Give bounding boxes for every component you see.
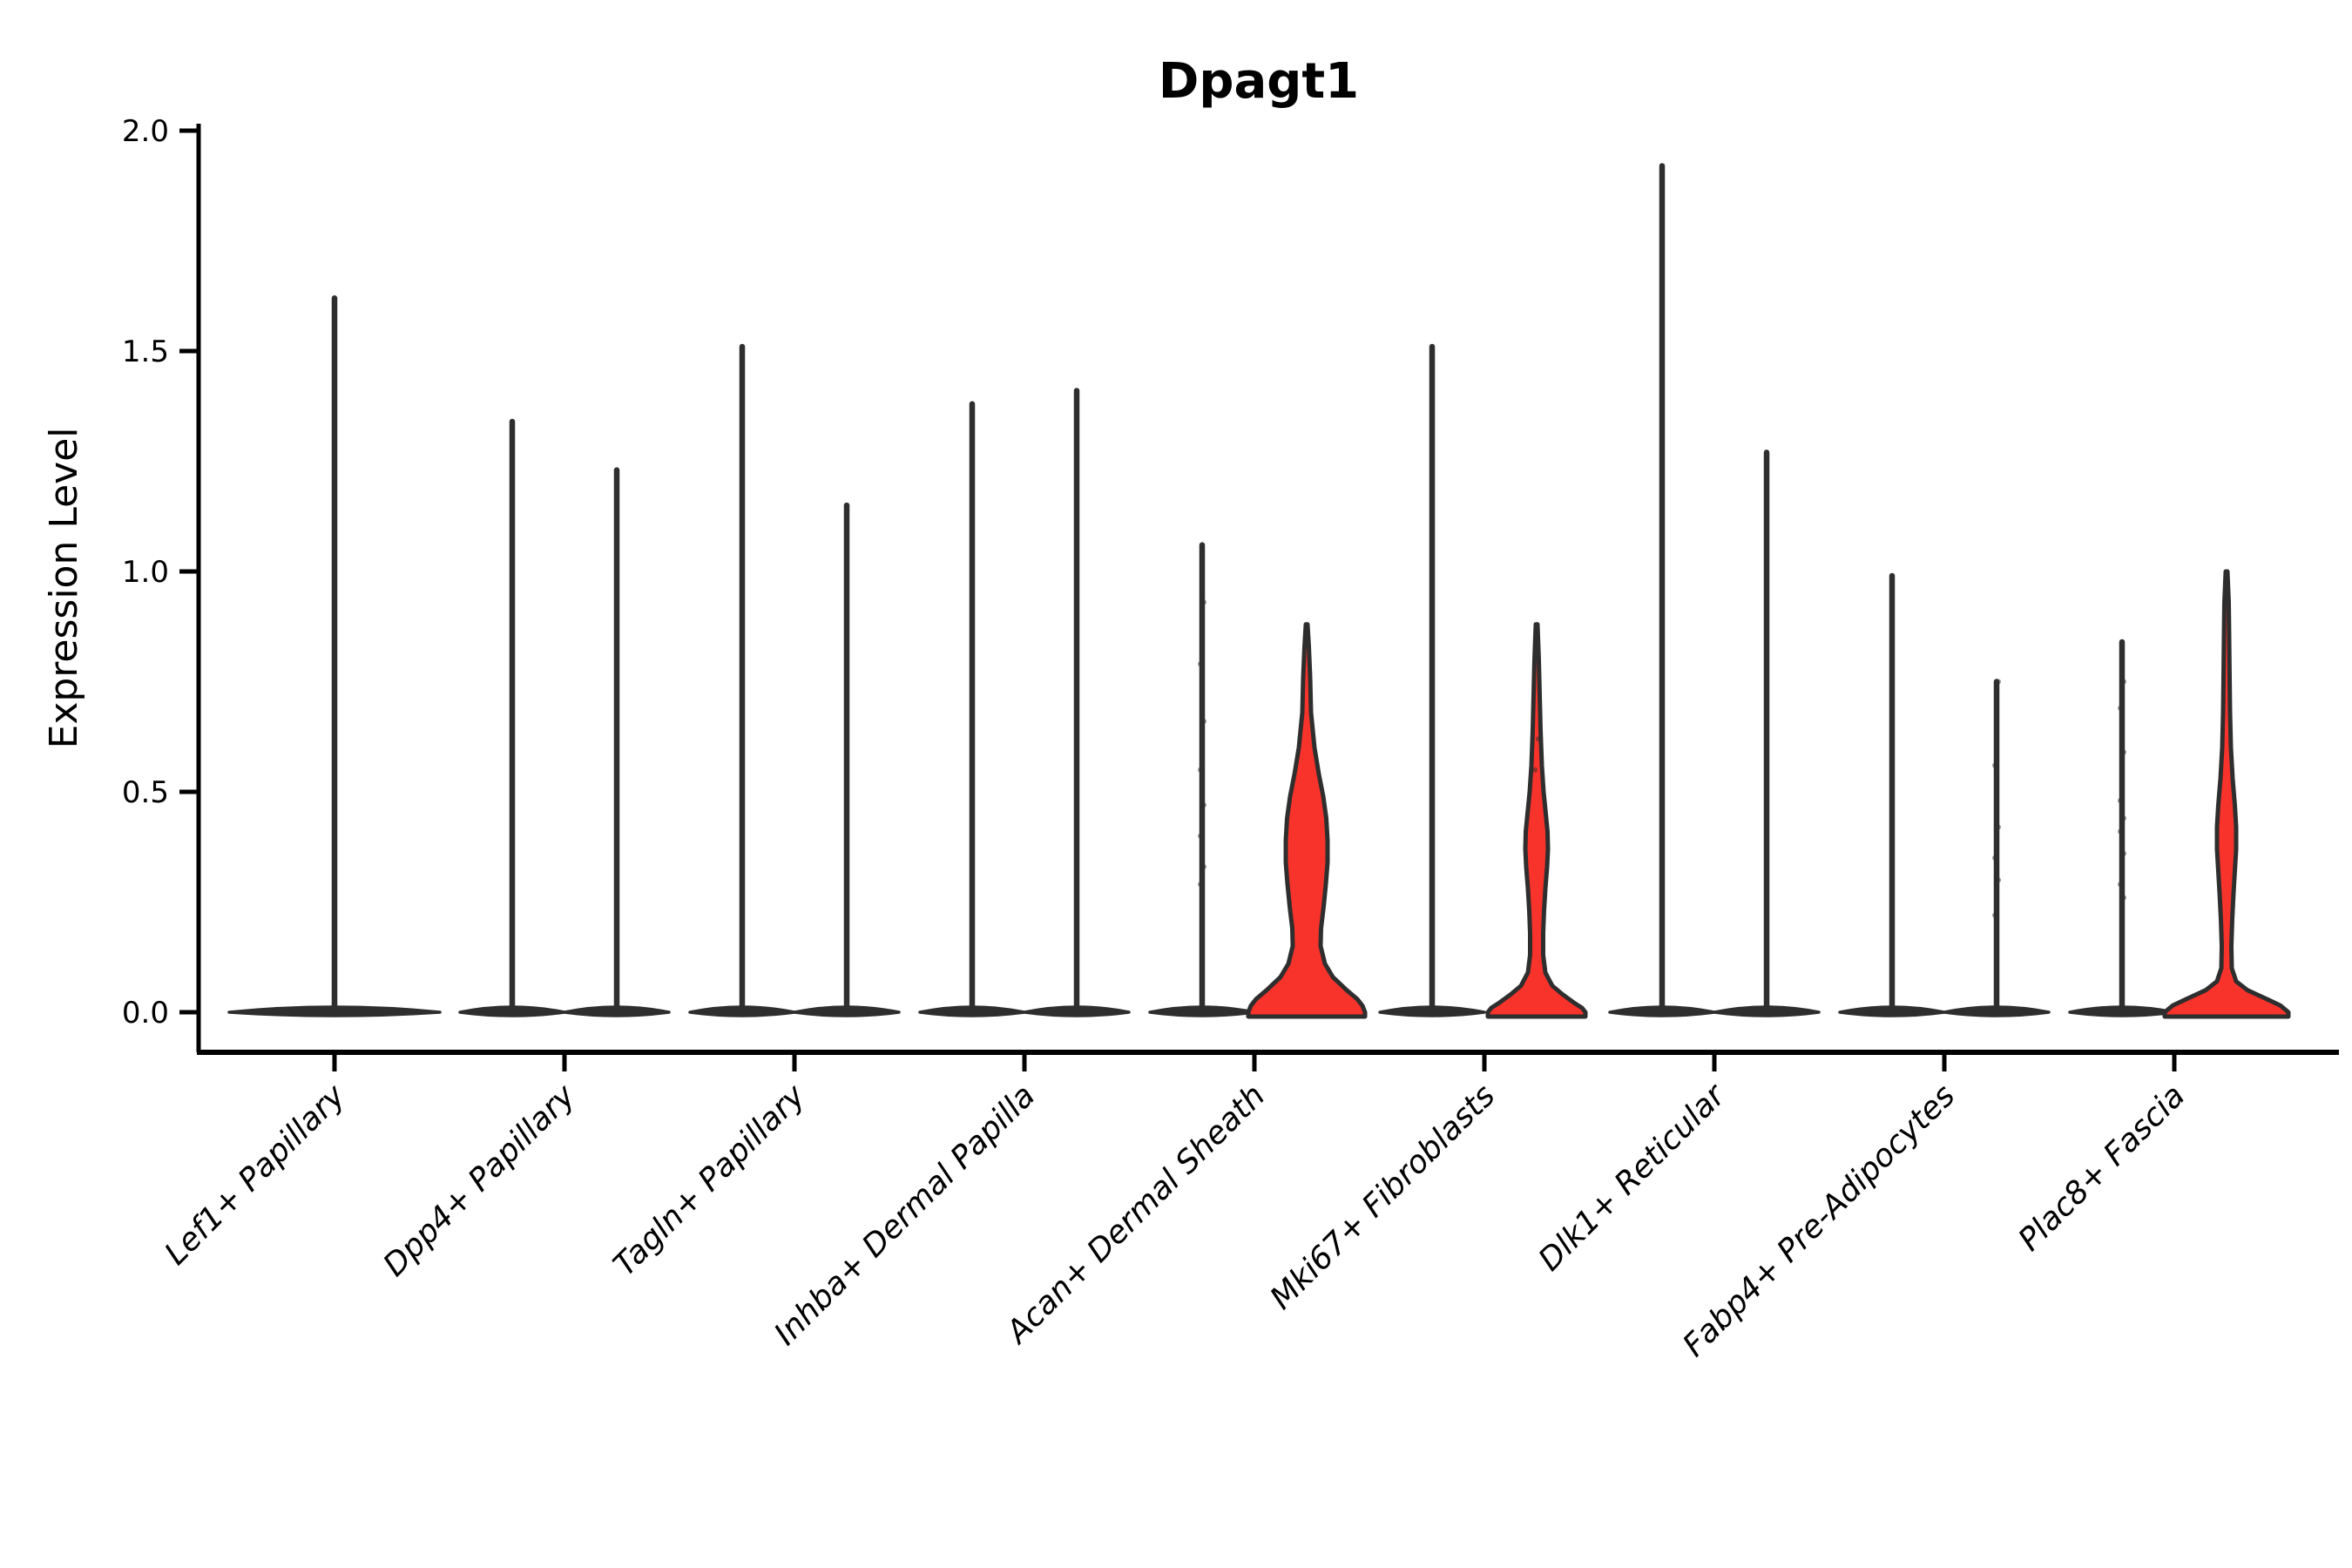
y-tick-label: 1.5 (122, 335, 169, 369)
jitter-dot (2118, 705, 2123, 711)
x-tick-label: Fabp4+ Pre-Adipocytes (1676, 1078, 1962, 1363)
x-tick-label: Acan+ Dermal Sheath (998, 1078, 1272, 1351)
violin-base (1943, 1005, 2051, 1017)
jitter-dot (2118, 882, 2123, 888)
y-tick-label: 2.0 (122, 114, 169, 149)
x-tick-label: Plac8+ Fascia (2012, 1078, 2193, 1258)
x-tick-label: Inhba+ Dermal Papilla (767, 1078, 1042, 1352)
x-tick-label: Tagln+ Papillary (607, 1078, 813, 1283)
jitter-dot (1532, 767, 1538, 773)
x-tick-label: Mki67+ Fibroblasts (1264, 1078, 1503, 1316)
jitter-dot (1992, 855, 1997, 861)
jitter-dot (2121, 895, 2126, 901)
violin-base (227, 1005, 442, 1017)
jitter-dot (2121, 815, 2126, 821)
x-tick-label: Dlk1+ Reticular (1532, 1077, 1734, 1278)
jitter-dot (1996, 824, 2001, 830)
jitter-dot (1201, 802, 1206, 808)
jitter-dot (1198, 882, 1203, 888)
x-tick-label: Lef1+ Papillary (158, 1078, 352, 1272)
y-axis-label: Expression Level (42, 428, 86, 749)
violin-base (1378, 1005, 1486, 1017)
violin-body-red (1485, 622, 1588, 1019)
violin-base (1713, 1005, 1821, 1017)
jitter-dot (1536, 736, 1541, 742)
violin-base (793, 1005, 901, 1017)
jitter-dot (2121, 850, 2126, 856)
y-tick-label: 0.0 (122, 996, 169, 1031)
jitter-dot (1198, 661, 1203, 667)
y-tick-label: 1.0 (122, 555, 169, 590)
jitter-dot (1201, 599, 1206, 605)
plot-title: Dpagt1 (1159, 53, 1359, 110)
y-tick-label: 0.5 (122, 775, 169, 810)
jitter-dot (1992, 762, 1997, 768)
jitter-dot (1996, 877, 2001, 883)
jitter-dot (1992, 912, 1997, 918)
jitter-dot (2121, 749, 2126, 755)
violin-base (563, 1005, 671, 1017)
jitter-dot (2118, 798, 2123, 804)
jitter-dot (1201, 719, 1206, 725)
x-tick-label: Dpp4+ Papillary (376, 1078, 582, 1283)
violin-body-red (1246, 622, 1368, 1019)
jitter-dot (2118, 828, 2123, 835)
violin-body-red (2162, 569, 2291, 1019)
violin-base (1023, 1005, 1131, 1017)
jitter-dot (1201, 864, 1206, 870)
jitter-dot (1198, 767, 1203, 773)
jitter-dot (1996, 679, 2001, 685)
jitter-dot (2121, 679, 2126, 685)
jitter-dot (1198, 833, 1203, 839)
